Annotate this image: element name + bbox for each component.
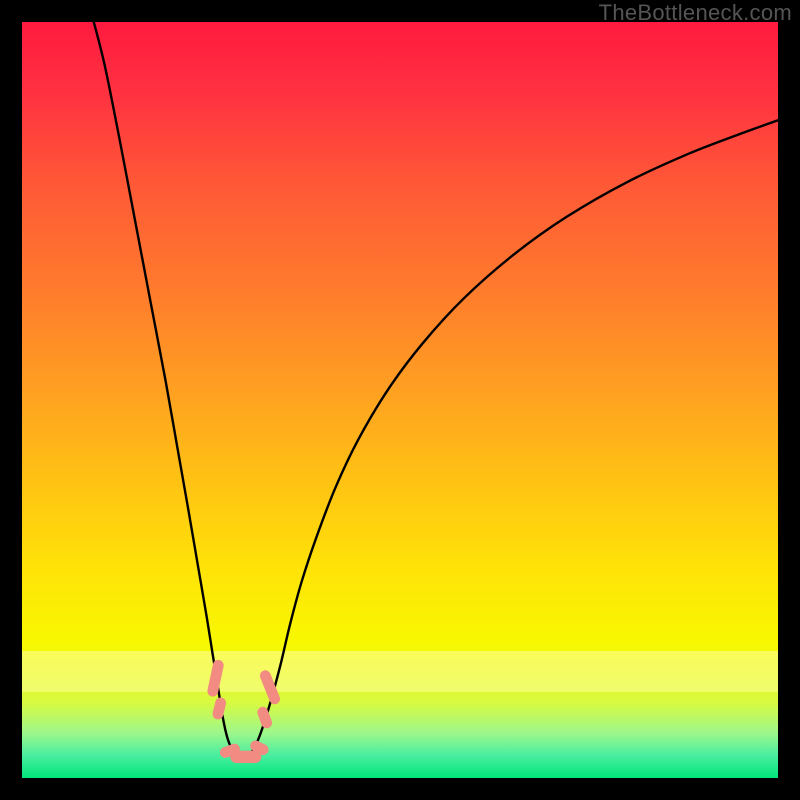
- chart-svg: [22, 22, 778, 778]
- marker-capsule: [231, 751, 261, 762]
- highlight-band: [22, 651, 778, 692]
- watermark-text: TheBottleneck.com: [599, 0, 792, 26]
- chart-frame: TheBottleneck.com: [0, 0, 800, 800]
- plot-area: [22, 22, 778, 778]
